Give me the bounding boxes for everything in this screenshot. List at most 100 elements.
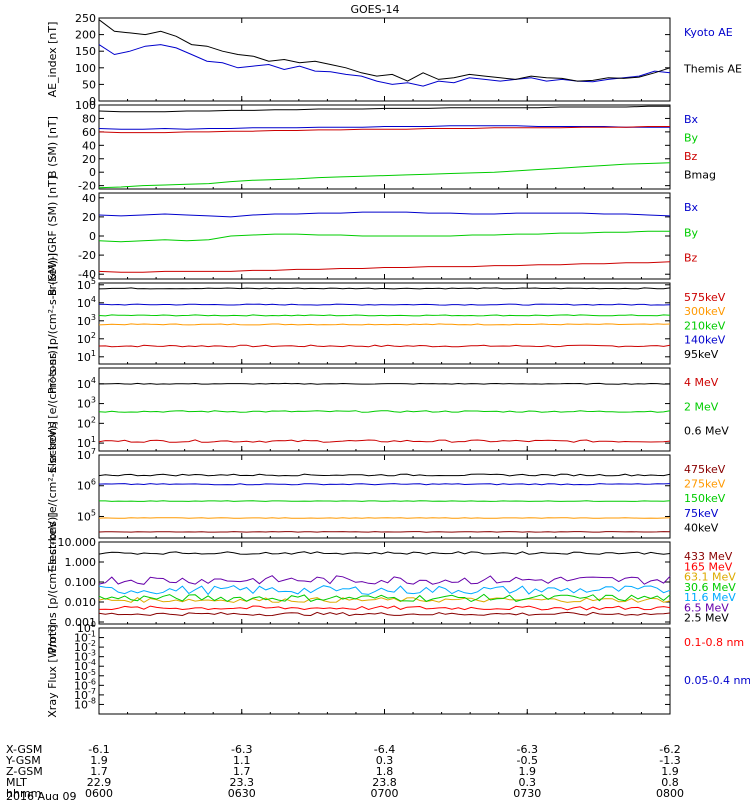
- xaxis-value: 0.8: [661, 776, 679, 789]
- legend-entry: 150keV: [684, 492, 726, 505]
- series-line: [98, 611, 671, 617]
- y-axis-label: AE_index [nT]: [46, 22, 59, 98]
- y-tick-label: 10-5: [74, 668, 96, 683]
- y-axis-label: Electrons [e/(cm²-s-sr)]: [46, 346, 59, 473]
- panel-frame: [98, 627, 671, 715]
- xaxis-value: 1.1: [233, 754, 251, 767]
- legend-entry: 300keV: [684, 305, 726, 318]
- legend-entry: 6.5 MeV: [684, 601, 729, 614]
- panel-frame: [98, 17, 671, 102]
- y-tick-label: 0.100: [65, 576, 97, 589]
- y-tick-label: 100: [75, 99, 96, 112]
- xaxis-value: -1.3: [659, 754, 680, 767]
- xaxis-value: 1.9: [90, 754, 108, 767]
- xaxis-value: 22.9: [87, 776, 112, 789]
- y-tick-label: 40: [82, 192, 96, 205]
- y-tick-label: 0: [89, 95, 96, 108]
- panel-7: Protons [p/(cm²-s-sr-keV)]: [46, 512, 671, 654]
- panel-8: Xray Flux [W/m²]: [46, 624, 671, 718]
- series-line: [98, 162, 671, 189]
- legend-entry: 30.6 MeV: [684, 581, 736, 594]
- series-line: [98, 585, 671, 596]
- y-tick-label: 103: [77, 396, 96, 411]
- series-line: [98, 287, 671, 290]
- y-tick-label: -20: [78, 249, 96, 262]
- series-line: [98, 439, 671, 443]
- y-tick-label: 10-1: [74, 630, 96, 645]
- y-axis-label: Protons [p/(cm²-s-sr-keV)]: [46, 253, 59, 394]
- series-line: [99, 382, 671, 385]
- plot-date: 2016 Aug 09: [6, 790, 76, 800]
- y-axis-label: Protons [p/(cm²-s-sr-keV)]: [46, 512, 59, 653]
- y-tick-label: 200: [75, 29, 96, 42]
- legend-entry: 475keV: [684, 463, 726, 476]
- y-tick-label: 101: [77, 349, 96, 364]
- panel-5: Electrons [e/(cm²-s-sr)]: [46, 346, 671, 473]
- legend-entry: Bz: [684, 150, 698, 163]
- y-tick-label: 10.000: [58, 536, 97, 549]
- series-line: [98, 230, 670, 243]
- legend-entry: Bmag: [684, 169, 716, 182]
- legend-entry: 2.5 MeV: [684, 612, 729, 625]
- series-line: [98, 211, 671, 218]
- y-tick-label: 40: [82, 139, 96, 152]
- series-line: [98, 125, 670, 130]
- legend-entry: 140keV: [684, 334, 726, 347]
- panel-6: Electrons [e/(cm²-s-sr-keV)]: [46, 421, 671, 572]
- legend-entry: By: [684, 226, 699, 239]
- xaxis-value: 0600: [85, 787, 113, 800]
- y-tick-label: 80: [82, 112, 96, 125]
- legend-entry: By: [684, 132, 699, 145]
- series-line: [98, 261, 671, 273]
- series-line: [98, 126, 670, 134]
- y-tick-label: 102: [77, 415, 96, 430]
- xaxis-value: -6.3: [231, 743, 252, 756]
- series-line: [98, 344, 671, 348]
- legend-entry: 0.1-0.8 nm: [684, 636, 744, 649]
- xaxis-value: -6.4: [374, 743, 395, 756]
- y-tick-label: 105: [77, 277, 96, 292]
- xaxis-value: 1.9: [661, 765, 679, 778]
- y-tick-label: 60: [82, 126, 96, 139]
- legend-entry: 40keV: [684, 521, 719, 534]
- xaxis-value: 1.9: [519, 765, 537, 778]
- legend-entry: 0.6 MeV: [684, 425, 729, 438]
- legend-entry: Themis AE: [683, 63, 742, 76]
- legend-entry: 75keV: [684, 507, 719, 520]
- series-line: [98, 473, 671, 477]
- y-tick-label: 102: [77, 331, 96, 346]
- y-tick-label: 0: [89, 230, 96, 243]
- y-tick-label: 100: [75, 62, 96, 75]
- series-line: [99, 500, 671, 502]
- legend-entry: 275keV: [684, 478, 726, 491]
- xaxis-value: -6.2: [659, 743, 680, 756]
- legend-entry: 575keV: [684, 291, 726, 304]
- xaxis-row-label: X-GSM: [6, 743, 42, 756]
- legend-entry: 2 MeV: [684, 400, 719, 413]
- legend-entry: 11.6 MeV: [684, 591, 736, 604]
- y-axis-label: Xray Flux [W/m²]: [46, 624, 59, 717]
- y-tick-label: 20: [82, 211, 96, 224]
- xaxis-row-label: MLT: [6, 776, 27, 789]
- series-line: [98, 105, 670, 113]
- panel-frame: [98, 367, 671, 452]
- y-tick-label: 100: [77, 620, 96, 635]
- y-tick-label: 0.010: [65, 596, 97, 609]
- y-tick-label: 10-6: [74, 677, 96, 692]
- y-tick-label: 105: [77, 508, 96, 523]
- series-line: [98, 551, 671, 555]
- series-line: [98, 303, 671, 306]
- legend-entry: Kyoto AE: [684, 26, 733, 39]
- xaxis-value: 1.8: [376, 765, 394, 778]
- xaxis-value: 0630: [228, 787, 256, 800]
- xaxis-row-label: hhmm: [6, 787, 41, 800]
- y-tick-label: 150: [75, 45, 96, 58]
- series-line: [98, 19, 671, 82]
- xaxis-value: 0700: [371, 787, 399, 800]
- series-line: [98, 410, 671, 413]
- xaxis-value: 0.3: [376, 754, 394, 767]
- series-line: [98, 314, 671, 317]
- legend-entry: 0.05-0.4 nm: [684, 674, 750, 687]
- xaxis-value: -6.3: [517, 743, 538, 756]
